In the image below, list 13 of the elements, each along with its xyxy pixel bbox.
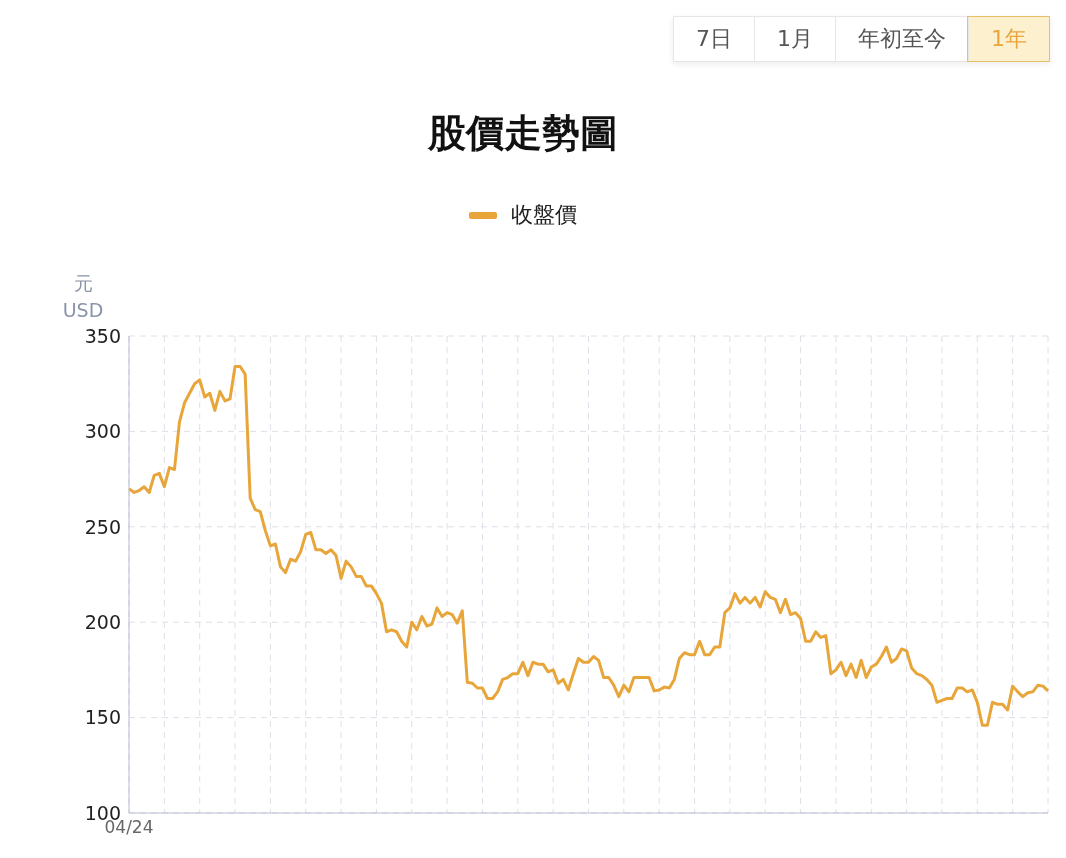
line-series [127, 365, 1050, 727]
y-axis-title: 元 USD [61, 271, 105, 323]
text: 1月 [754, 17, 835, 61]
legend-label: 收盤價 [511, 201, 577, 229]
y-tick-label: 250 [84, 515, 121, 538]
y-tick-label: 200 [84, 610, 121, 633]
text: 1年 [968, 17, 1049, 61]
text: 年初至今 [835, 17, 968, 61]
text: 7日 [674, 17, 754, 61]
y-tick-label: 300 [84, 420, 121, 443]
y-tick-label: 150 [84, 706, 121, 729]
chart-title: 股價走勢圖 [426, 110, 619, 157]
y-tick-label: 350 [84, 324, 121, 347]
